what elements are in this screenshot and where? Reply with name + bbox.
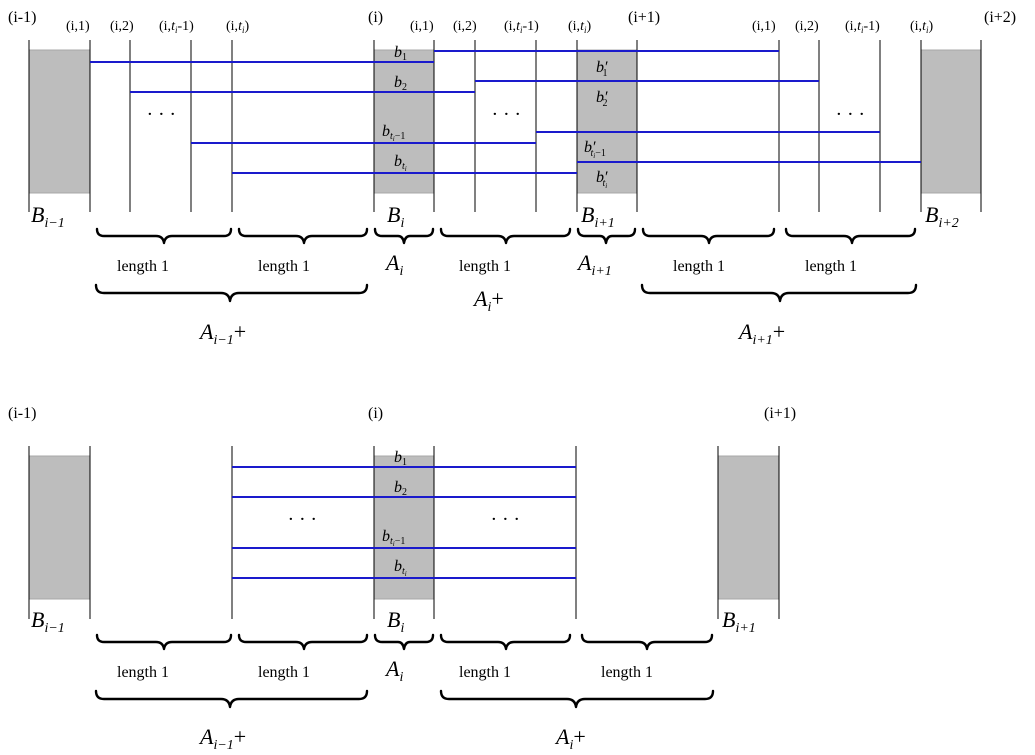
block-b-prev [28,455,91,600]
braces-small [95,227,917,245]
length-label: length 1 [258,258,310,275]
col-label-2: (i,2) [795,19,819,34]
braces-large [94,283,918,303]
bottom-diagram: (i-1) (i) (i+1) b1 b2 bti−1 bti · [8,405,796,753]
ellipsis: · · · [491,509,520,530]
block-b-cur [373,455,435,600]
braces-small [95,633,714,651]
edge-label-btlast: bti [394,558,407,578]
edge-label-b1: b1 [394,449,407,468]
col-label-1: (i,1) [66,19,90,34]
edge-label-b2: b2 [394,479,407,498]
a-label-cur: Ai [384,250,403,279]
col-label-tprev: (i,ti-1) [845,19,880,35]
block-index-cur: (i) [368,405,383,422]
length-label: length 1 [459,258,511,275]
col-label-tlast: (i,ti) [910,19,933,35]
brace [373,633,435,651]
vertical-lines [28,446,780,619]
block-b-next [717,455,780,600]
brace [237,633,369,651]
block-index-prev: (i-1) [8,9,36,26]
a-plus-label-prev: Ai−1+ [198,319,246,348]
col-label-tlast: (i,ti) [226,19,249,35]
vertical-lines [28,40,982,212]
brace [576,227,637,245]
brace [641,227,776,245]
block-label-b-prev: Bi−1 [31,202,65,231]
brace [439,633,572,651]
col-label-2: (i,2) [453,19,477,34]
length-label: length 1 [673,258,725,275]
ellipsis: · · · [836,104,865,125]
edge-label-b2: b2 [394,74,407,93]
brace [237,227,369,245]
brace [580,633,714,651]
length-label: length 1 [258,664,310,681]
col-label-tprev: (i,ti-1) [504,19,539,35]
brace [373,227,435,245]
edge-label-b1: b1 [394,44,407,63]
brace [94,689,369,709]
block-label-b-next2: Bi+2 [925,202,959,231]
braces-large [94,689,715,709]
block-label-b-next: Bi+1 [581,202,615,231]
length-label: length 1 [459,664,511,681]
a-label-next: Ai+1 [576,250,612,279]
block-b-next [576,49,638,194]
edge-label-bp1: b′1 [596,59,608,79]
block-index-cur: (i) [368,9,383,26]
edge-label-btprev: bti−1 [382,123,405,143]
block-b-prev [28,49,91,194]
block-label-b-next: Bi+1 [722,607,756,636]
ellipsis: · · · [288,509,317,530]
brace [439,689,715,709]
edges [232,466,576,579]
length-label: length 1 [805,258,857,275]
ellipsis: · · · [147,104,176,125]
col-label-1: (i,1) [752,19,776,34]
block-label-b-prev: Bi−1 [31,607,65,636]
col-label-1: (i,1) [410,19,434,34]
edge-label-btlast: bti [394,153,407,173]
brace [95,227,233,245]
block-label-b-cur: Bi [387,202,404,231]
a-plus-label-cur: Ai+ [472,286,504,315]
block-index-next: (i+1) [764,405,796,422]
block-index-next: (i+1) [628,9,660,26]
a-plus-label-next: Ai+1+ [737,319,785,348]
length-label: length 1 [117,258,169,275]
edge-label-bp2: b′2 [596,89,608,109]
edge-label-btprev: bti−1 [382,528,405,548]
top-diagram: (i-1) (i) (i+1) (i+2) (i,1) (i,2) (i,ti-… [8,9,1016,348]
block-index-prev: (i-1) [8,405,36,422]
block-label-b-cur: Bi [387,607,404,636]
col-label-tprev: (i,ti-1) [159,19,194,35]
brace [439,227,572,245]
brace [640,283,918,303]
a-plus-label-cur: Ai+ [554,724,586,753]
brace [95,633,233,651]
edge-label-bptprev: b′ti−1 [584,139,606,160]
length-label: length 1 [117,664,169,681]
brace [784,227,917,245]
col-label-2: (i,2) [110,19,134,34]
brace [94,283,369,303]
edges [90,50,921,174]
a-label-cur: Ai [384,656,403,685]
edge-label-bptlast: b′ti [596,169,608,190]
a-plus-label-prev: Ai−1+ [198,724,246,753]
ellipsis: · · · [492,104,521,125]
block-b-cur [373,49,435,194]
col-label-tlast: (i,ti) [568,19,591,35]
length-label: length 1 [601,664,653,681]
block-index-next2: (i+2) [984,9,1016,26]
block-b-next2 [920,49,982,194]
